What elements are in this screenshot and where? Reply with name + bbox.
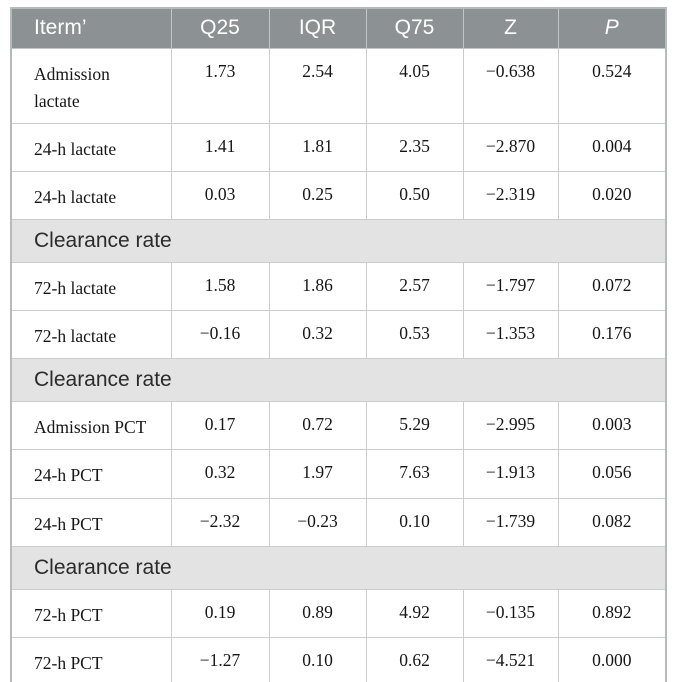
table-row: 72-h PCT −1.27 0.10 0.62 −4.521 0.000 bbox=[10, 636, 667, 682]
table-row: 24-h PCT 0.32 1.97 7.63 −1.913 0.056 bbox=[10, 449, 667, 499]
cell-q25: 1.58 bbox=[170, 261, 270, 312]
cell-q25: 0.19 bbox=[170, 588, 270, 638]
cell-z: −2.319 bbox=[462, 170, 559, 221]
row-item-label: 72-h PCT bbox=[10, 588, 172, 638]
cell-iqr: 0.10 bbox=[268, 636, 367, 682]
cell-p: 0.082 bbox=[557, 497, 667, 547]
cell-p: 0.176 bbox=[557, 310, 667, 360]
cell-q25: 0.32 bbox=[170, 449, 270, 499]
table-row: 72-h lactate 1.58 1.86 2.57 −1.797 0.072 bbox=[10, 261, 667, 312]
cell-iqr: 2.54 bbox=[268, 47, 367, 124]
header-cell-q25: Q25 bbox=[170, 7, 270, 49]
row-item-label: Admission lactate bbox=[10, 47, 172, 124]
cell-q75: 5.29 bbox=[365, 401, 464, 451]
cell-q75: 2.57 bbox=[365, 261, 464, 312]
section-label: Clearance rate bbox=[10, 219, 667, 263]
cell-z: −0.638 bbox=[462, 47, 559, 124]
table-row: 24-h lactate 0.03 0.25 0.50 −2.319 0.020 bbox=[10, 170, 667, 221]
row-item-label: 72-h lactate bbox=[10, 310, 172, 360]
cell-p: 0.020 bbox=[557, 170, 667, 221]
table-body: Admission lactate 1.73 2.54 4.05 −0.638 0.524… bbox=[10, 47, 667, 682]
table-row: Admission lactate 1.73 2.54 4.05 −0.638 0.524 bbox=[10, 47, 667, 124]
cell-q25: 1.41 bbox=[170, 122, 270, 172]
cell-z: −2.995 bbox=[462, 401, 559, 451]
section-row: Clearance rate bbox=[10, 545, 667, 590]
table-row: 24-h lactate 1.41 1.81 2.35 −2.870 0.004 bbox=[10, 122, 667, 172]
cell-q75: 0.50 bbox=[365, 170, 464, 221]
table-row: 72-h lactate −0.16 0.32 0.53 −1.353 0.176 bbox=[10, 310, 667, 360]
cell-p: 0.892 bbox=[557, 588, 667, 638]
row-item-label: 24-h PCT bbox=[10, 497, 172, 547]
row-item-label: 72-h PCT bbox=[10, 636, 172, 682]
table-row: 24-h PCT −2.32 −0.23 0.10 −1.739 0.082 bbox=[10, 497, 667, 547]
cell-q75: 4.05 bbox=[365, 47, 464, 124]
section-row: Clearance rate bbox=[10, 219, 667, 263]
row-item-label: 24-h lactate bbox=[10, 170, 172, 221]
header-row: Iterm’ Q25 IQR Q75 Z P bbox=[10, 7, 667, 49]
row-item-label: Admission PCT bbox=[10, 401, 172, 451]
header-cell-z: Z bbox=[462, 7, 559, 49]
header-cell-iqr: IQR bbox=[268, 7, 367, 49]
cell-q25: 0.17 bbox=[170, 401, 270, 451]
cell-z: −2.870 bbox=[462, 122, 559, 172]
section-label: Clearance rate bbox=[10, 358, 667, 403]
cell-q25: −0.16 bbox=[170, 310, 270, 360]
paper-table-figure: Iterm’ Q25 IQR Q75 Z P Admission lactate… bbox=[10, 7, 667, 682]
cell-q75: 0.62 bbox=[365, 636, 464, 682]
cell-z: −1.797 bbox=[462, 261, 559, 312]
statistics-table: Iterm’ Q25 IQR Q75 Z P Admission lactate… bbox=[10, 7, 667, 682]
cell-iqr: 1.86 bbox=[268, 261, 367, 312]
table-row: Admission PCT 0.17 0.72 5.29 −2.995 0.003 bbox=[10, 401, 667, 451]
cell-q25: 1.73 bbox=[170, 47, 270, 124]
cell-q75: 0.53 bbox=[365, 310, 464, 360]
cell-z: −4.521 bbox=[462, 636, 559, 682]
cell-iqr: 0.25 bbox=[268, 170, 367, 221]
cell-p: 0.003 bbox=[557, 401, 667, 451]
cell-z: −1.353 bbox=[462, 310, 559, 360]
cell-iqr: 0.32 bbox=[268, 310, 367, 360]
cell-iqr: −0.23 bbox=[268, 497, 367, 547]
cell-p: 0.524 bbox=[557, 47, 667, 124]
header-cell-p: P bbox=[557, 7, 667, 49]
cell-iqr: 0.89 bbox=[268, 588, 367, 638]
table-row: 72-h PCT 0.19 0.89 4.92 −0.135 0.892 bbox=[10, 588, 667, 638]
cell-iqr: 1.97 bbox=[268, 449, 367, 499]
row-item-label: 24-h PCT bbox=[10, 449, 172, 499]
cell-p: 0.056 bbox=[557, 449, 667, 499]
cell-q75: 2.35 bbox=[365, 122, 464, 172]
cell-q25: −2.32 bbox=[170, 497, 270, 547]
table-header: Iterm’ Q25 IQR Q75 Z P bbox=[10, 7, 667, 49]
cell-q25: −1.27 bbox=[170, 636, 270, 682]
row-item-label: 24-h lactate bbox=[10, 122, 172, 172]
cell-q75: 7.63 bbox=[365, 449, 464, 499]
cell-z: −0.135 bbox=[462, 588, 559, 638]
cell-p: 0.000 bbox=[557, 636, 667, 682]
header-cell-item: Iterm’ bbox=[10, 7, 172, 49]
cell-q75: 0.10 bbox=[365, 497, 464, 547]
cell-p: 0.004 bbox=[557, 122, 667, 172]
row-item-label: 72-h lactate bbox=[10, 261, 172, 312]
section-label: Clearance rate bbox=[10, 545, 667, 590]
cell-q75: 4.92 bbox=[365, 588, 464, 638]
section-row: Clearance rate bbox=[10, 358, 667, 403]
cell-iqr: 0.72 bbox=[268, 401, 367, 451]
cell-p: 0.072 bbox=[557, 261, 667, 312]
cell-iqr: 1.81 bbox=[268, 122, 367, 172]
cell-q25: 0.03 bbox=[170, 170, 270, 221]
header-cell-q75: Q75 bbox=[365, 7, 464, 49]
cell-z: −1.913 bbox=[462, 449, 559, 499]
cell-z: −1.739 bbox=[462, 497, 559, 547]
